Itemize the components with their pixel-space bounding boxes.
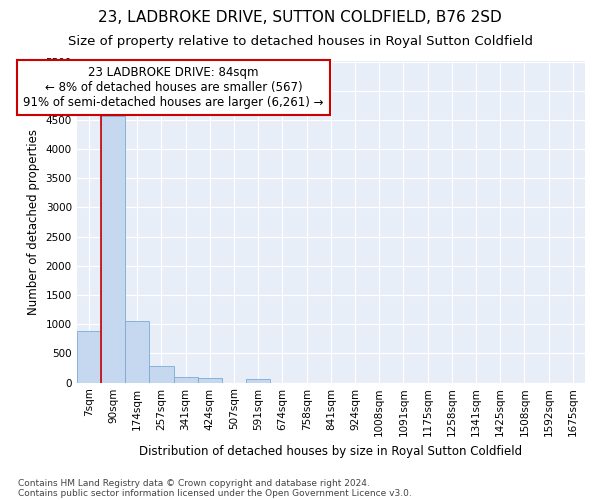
Bar [173, 378, 198, 382]
Text: Contains public sector information licensed under the Open Government Licence v3: Contains public sector information licen… [18, 488, 412, 498]
X-axis label: Distribution of detached houses by size in Royal Sutton Coldfield: Distribution of detached houses by size … [139, 444, 523, 458]
Bar [149, 366, 173, 382]
Text: Contains HM Land Registry data © Crown copyright and database right 2024.: Contains HM Land Registry data © Crown c… [18, 478, 370, 488]
Text: 23 LADBROKE DRIVE: 84sqm
← 8% of detached houses are smaller (567)
91% of semi-d: 23 LADBROKE DRIVE: 84sqm ← 8% of detache… [23, 66, 324, 110]
Y-axis label: Number of detached properties: Number of detached properties [27, 129, 40, 315]
Bar [77, 331, 101, 382]
Bar [246, 379, 271, 382]
Bar [101, 116, 125, 382]
Bar [125, 320, 149, 382]
Text: Size of property relative to detached houses in Royal Sutton Coldfield: Size of property relative to detached ho… [67, 35, 533, 48]
Text: 23, LADBROKE DRIVE, SUTTON COLDFIELD, B76 2SD: 23, LADBROKE DRIVE, SUTTON COLDFIELD, B7… [98, 10, 502, 25]
Bar [198, 378, 222, 382]
